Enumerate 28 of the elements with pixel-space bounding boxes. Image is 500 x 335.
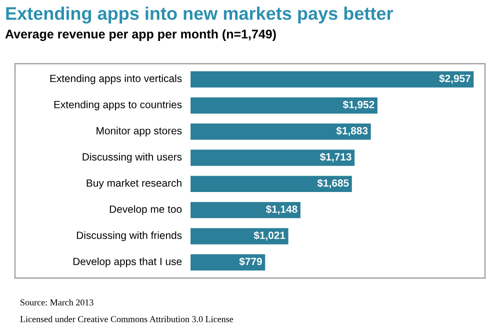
bar (190, 254, 266, 270)
data-label: $2,957 (439, 74, 470, 84)
bar (190, 202, 300, 218)
y-tick-label: Monitor app stores (96, 126, 182, 136)
y-tick-label: Buy market research (86, 179, 182, 189)
chart-title: Extending apps into new markets pays better (6, 6, 394, 24)
y-tick-label: Extending apps into verticals (50, 74, 182, 84)
text: Licensed under Creative Commons Attribution 3.0 License (20, 316, 234, 322)
y-tick-label: Extending apps to countries (54, 100, 182, 110)
data-label: $1,148 (266, 205, 298, 214)
data-label: $1,021 (254, 231, 286, 241)
y-tick-label: Develop apps that I use (73, 258, 182, 268)
bar (190, 71, 474, 88)
data-label: $1,883 (336, 126, 368, 136)
data-label: $779 (239, 257, 262, 266)
y-tick-label: Develop me too (110, 205, 182, 215)
data-label: $1,685 (317, 178, 349, 188)
source-note: Source: March 2013 (20, 299, 94, 306)
bar (190, 150, 355, 166)
data-label: $1,952 (342, 100, 374, 110)
bar (190, 228, 288, 244)
bar (190, 124, 371, 140)
bar (190, 176, 352, 192)
y-tick-label: Discussing with friends (76, 231, 182, 242)
bar (190, 97, 378, 114)
data-label: $1,713 (320, 152, 352, 162)
chart-subtitle: Average revenue per app per month (n=1,749) (5, 29, 276, 42)
y-tick-label: Discussing with users (82, 152, 182, 163)
